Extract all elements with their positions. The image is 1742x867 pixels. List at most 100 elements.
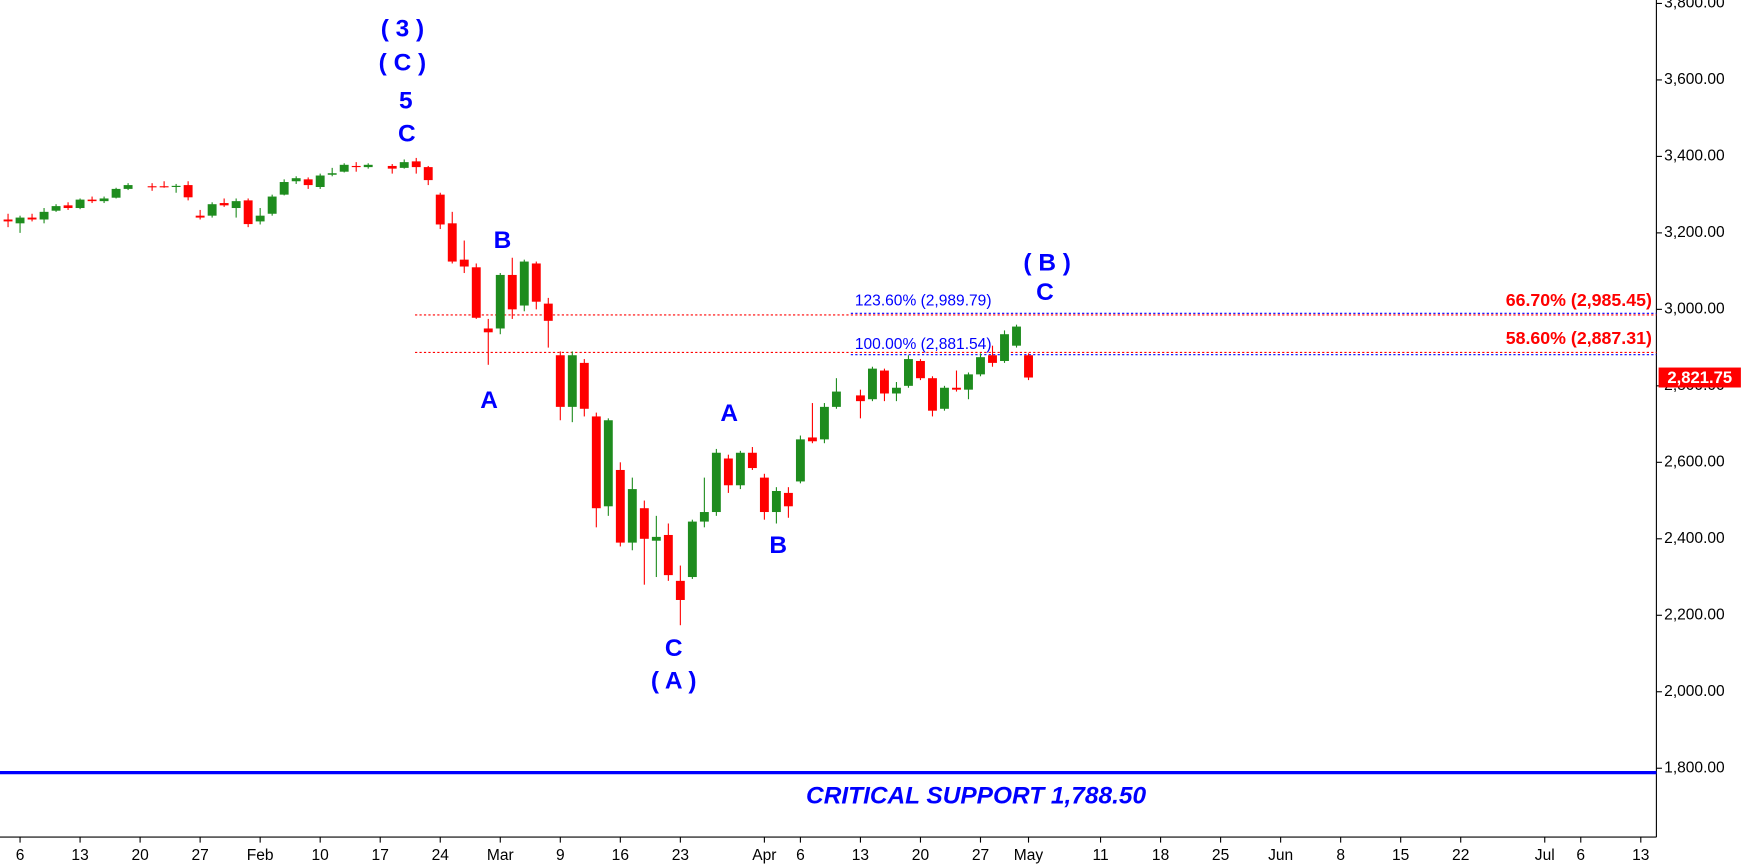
x-tick-label: Apr — [752, 847, 776, 864]
candle-body — [1024, 355, 1033, 378]
candle-body — [399, 162, 409, 168]
candle-body — [147, 186, 157, 188]
y-tick-label: 3,000.00 — [1664, 300, 1725, 317]
candle-body — [411, 161, 421, 168]
candle-body — [471, 267, 481, 318]
x-tick-label: May — [1014, 847, 1044, 864]
candle-body — [543, 303, 553, 321]
candle-body — [928, 378, 937, 411]
candle-body — [291, 178, 301, 182]
candle-body — [627, 489, 637, 543]
candle-body — [831, 391, 841, 407]
candle-body — [771, 490, 781, 513]
candle-body — [339, 164, 349, 172]
level-label: 66.70% (2,985.45) — [1506, 290, 1652, 310]
x-tick-label: 16 — [612, 847, 629, 864]
wave-label: C — [398, 121, 416, 148]
candle-body — [447, 223, 457, 262]
candle-body — [807, 437, 817, 442]
candle-body — [735, 452, 745, 486]
candle-body — [195, 215, 205, 218]
x-tick-label: 27 — [972, 847, 989, 864]
candle-body — [15, 217, 25, 224]
wave-label: C — [1036, 279, 1054, 306]
candle-body — [651, 536, 661, 541]
x-tick-label: 11 — [1092, 847, 1108, 864]
y-tick-label: 2,200.00 — [1664, 606, 1725, 623]
x-tick-label: 6 — [16, 847, 25, 864]
wave-label: ( 3 ) — [381, 15, 424, 42]
candle-body — [423, 167, 433, 181]
candle-body — [171, 185, 181, 187]
candle-body — [867, 368, 877, 400]
candle-body — [904, 359, 913, 386]
x-tick-label: 13 — [71, 847, 88, 864]
candle-body — [75, 199, 85, 209]
wave-label: ( A ) — [651, 667, 697, 694]
x-tick-label: 6 — [796, 847, 805, 864]
x-tick-label: 13 — [1632, 847, 1649, 864]
candle-body — [87, 199, 97, 202]
candle-body — [699, 512, 709, 522]
candle-body — [327, 173, 337, 175]
candle-body — [39, 211, 49, 220]
y-tick-label: 1,800.00 — [1664, 759, 1725, 776]
x-tick-label: Jun — [1268, 847, 1293, 864]
candle-body — [675, 580, 685, 600]
x-tick-label: Jul — [1535, 847, 1555, 864]
level-label: 123.60% (2,989.79) — [855, 293, 992, 310]
candle-body — [892, 387, 901, 394]
y-tick-label: 3,600.00 — [1664, 71, 1725, 88]
y-tick-label: 3,200.00 — [1664, 224, 1725, 241]
candle-body — [315, 175, 325, 187]
candle-body — [3, 219, 13, 222]
candle-body — [747, 452, 757, 469]
candle-body — [483, 328, 493, 333]
x-tick-label: 24 — [432, 847, 450, 864]
x-tick-label: 20 — [912, 847, 930, 864]
candle-body — [51, 206, 61, 211]
x-tick-label: 6 — [1576, 847, 1585, 864]
candle-body — [952, 387, 961, 390]
candle-body — [507, 274, 517, 310]
x-tick-label: 20 — [131, 847, 149, 864]
candle-body — [351, 165, 361, 168]
candle-body — [123, 185, 133, 189]
candle-body — [879, 370, 889, 394]
candle-body — [615, 469, 625, 543]
candle-body — [159, 186, 169, 188]
candle-body — [63, 205, 73, 209]
candle-body — [711, 452, 721, 513]
wave-label: A — [720, 400, 738, 427]
candle-body — [976, 357, 985, 375]
wave-label: A — [480, 387, 498, 414]
candle-body — [303, 179, 313, 186]
x-tick-label: 25 — [1212, 847, 1229, 864]
x-tick-label: 18 — [1152, 847, 1169, 864]
candle-body — [459, 259, 469, 267]
wave-label: B — [769, 532, 787, 559]
candle-body — [663, 534, 673, 576]
candle-body — [759, 477, 769, 513]
candle-body — [27, 217, 37, 220]
x-tick-label: 8 — [1336, 847, 1345, 864]
support-label: CRITICAL SUPPORT 1,788.50 — [806, 783, 1146, 810]
candle-body — [555, 355, 565, 407]
candle-body — [219, 203, 229, 206]
y-tick-label: 2,600.00 — [1664, 453, 1725, 470]
candle-body — [207, 204, 217, 216]
x-tick-label: 22 — [1452, 847, 1469, 864]
candle-body — [1012, 326, 1021, 346]
candle-body — [916, 360, 925, 379]
candle-body — [940, 387, 949, 409]
x-tick-label: Feb — [247, 847, 274, 864]
candle-body — [723, 458, 733, 486]
level-label: 100.00% (2,881.54) — [855, 336, 992, 353]
y-tick-label: 3,800.00 — [1664, 0, 1725, 12]
candle-body — [531, 263, 541, 302]
x-tick-label: 17 — [372, 847, 389, 864]
candle-body — [795, 439, 805, 482]
candle-body — [819, 406, 829, 440]
x-tick-label: 13 — [852, 847, 869, 864]
candle-body — [363, 164, 373, 168]
